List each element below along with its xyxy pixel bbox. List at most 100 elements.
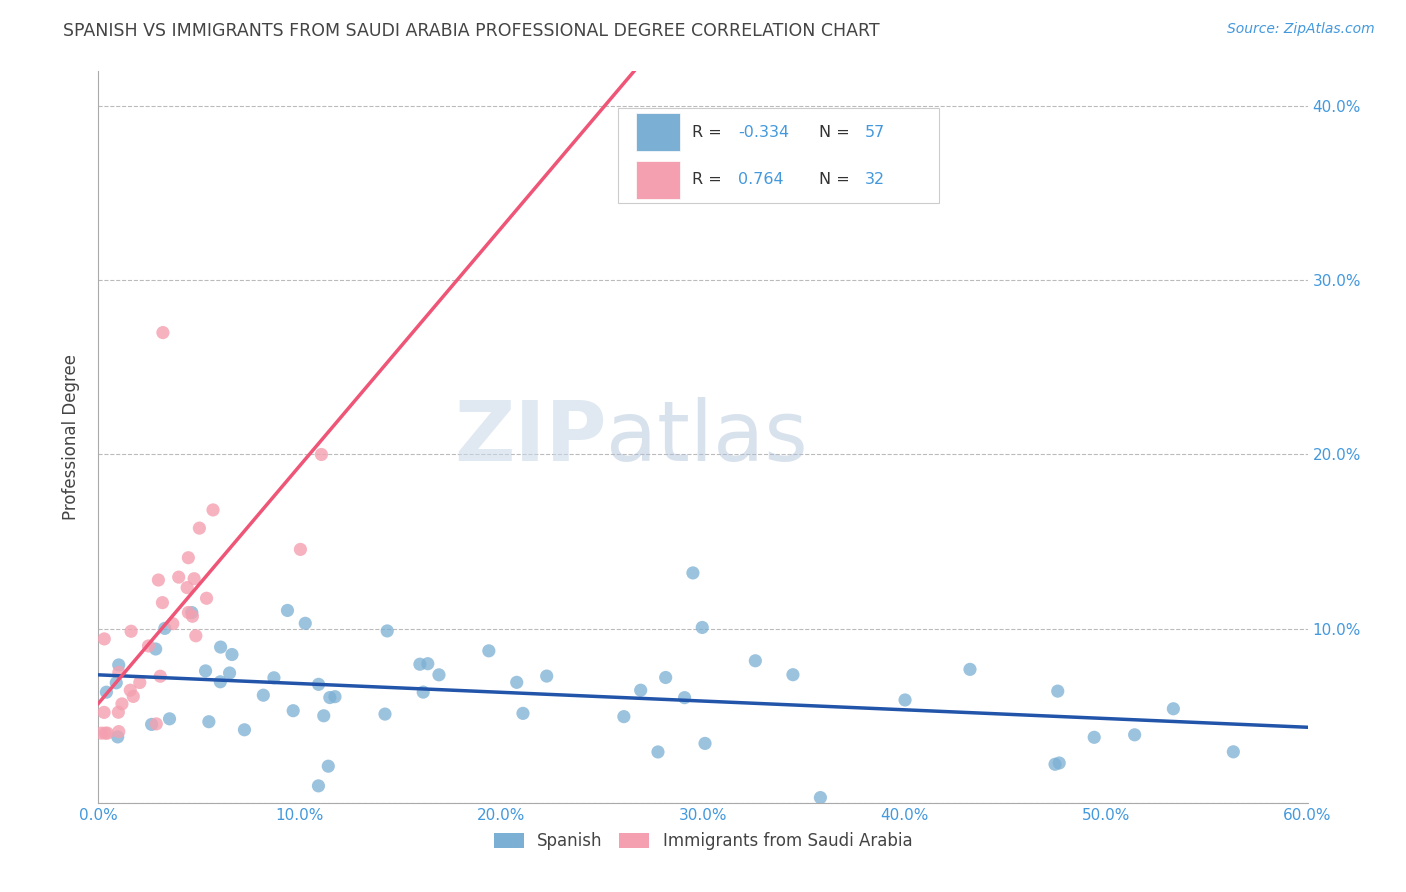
Point — [478, 644, 501, 658]
Point — [1222, 745, 1244, 759]
Point — [536, 669, 558, 683]
Point — [122, 690, 145, 704]
Point — [290, 542, 312, 557]
Point — [276, 603, 298, 617]
Point — [152, 326, 174, 340]
Point — [159, 712, 181, 726]
Text: Source: ZipAtlas.com: Source: ZipAtlas.com — [1227, 22, 1375, 37]
Point — [153, 621, 176, 635]
Point — [1047, 756, 1070, 770]
Point — [209, 674, 232, 689]
Point — [894, 693, 917, 707]
Text: SPANISH VS IMMIGRANTS FROM SAUDI ARABIA PROFESSIONAL DEGREE CORRELATION CHART: SPANISH VS IMMIGRANTS FROM SAUDI ARABIA … — [63, 22, 880, 40]
Point — [1163, 702, 1185, 716]
Point — [218, 665, 240, 680]
Text: ZIP: ZIP — [454, 397, 606, 477]
Point — [141, 717, 163, 731]
Text: 0.764: 0.764 — [738, 172, 783, 187]
Point — [209, 640, 232, 654]
Point — [181, 609, 204, 624]
Point — [96, 685, 118, 699]
FancyBboxPatch shape — [619, 108, 939, 203]
Point — [1046, 684, 1069, 698]
Point — [1123, 728, 1146, 742]
Point — [149, 669, 172, 683]
Point — [647, 745, 669, 759]
Text: R =: R = — [692, 172, 733, 187]
Point — [183, 572, 205, 586]
Point — [111, 697, 134, 711]
Point — [294, 616, 316, 631]
FancyBboxPatch shape — [637, 161, 681, 199]
Point — [409, 657, 432, 672]
Point — [613, 709, 636, 723]
Point — [782, 667, 804, 681]
Point — [693, 736, 716, 750]
Point — [202, 503, 225, 517]
Point — [167, 570, 190, 584]
FancyBboxPatch shape — [637, 113, 681, 151]
Text: atlas: atlas — [606, 397, 808, 477]
Point — [312, 708, 335, 723]
Point — [188, 521, 211, 535]
Point — [145, 642, 167, 657]
Point — [90, 726, 112, 740]
Point — [152, 596, 174, 610]
Point — [416, 657, 439, 671]
Point — [198, 714, 221, 729]
Point — [1043, 757, 1066, 772]
Point — [108, 665, 131, 680]
Point — [194, 664, 217, 678]
Point — [319, 690, 342, 705]
Text: 57: 57 — [865, 125, 886, 139]
Point — [682, 566, 704, 580]
Text: R =: R = — [692, 125, 727, 139]
Point — [120, 624, 142, 639]
Point — [107, 657, 129, 672]
Point — [96, 726, 118, 740]
Point — [177, 550, 200, 565]
Point — [316, 759, 339, 773]
Point — [93, 632, 115, 646]
Point — [180, 606, 202, 620]
Point — [308, 677, 330, 691]
Point — [184, 629, 207, 643]
Point — [195, 591, 218, 606]
Point — [148, 573, 170, 587]
Point — [412, 685, 434, 699]
Point — [107, 724, 129, 739]
Point — [176, 581, 198, 595]
Point — [94, 726, 117, 740]
Point — [128, 675, 150, 690]
Legend: Spanish, Immigrants from Saudi Arabia: Spanish, Immigrants from Saudi Arabia — [486, 825, 920, 856]
Point — [506, 675, 529, 690]
Point — [959, 662, 981, 676]
Point — [1083, 731, 1105, 745]
Text: N =: N = — [820, 172, 855, 187]
Point — [233, 723, 256, 737]
Point — [93, 706, 115, 720]
Point — [654, 671, 676, 685]
Point — [630, 683, 652, 698]
Point — [138, 639, 160, 653]
Point — [690, 620, 713, 634]
Point — [120, 683, 142, 698]
Point — [252, 688, 274, 702]
Point — [162, 616, 184, 631]
Point — [177, 606, 200, 620]
Point — [744, 654, 766, 668]
Text: -0.334: -0.334 — [738, 125, 789, 139]
Y-axis label: Professional Degree: Professional Degree — [62, 354, 80, 520]
Point — [221, 648, 243, 662]
Point — [808, 790, 831, 805]
Point — [311, 448, 333, 462]
Point — [673, 690, 696, 705]
Point — [283, 704, 305, 718]
Point — [374, 707, 396, 722]
Point — [323, 690, 346, 704]
Point — [512, 706, 534, 721]
Point — [427, 668, 450, 682]
Point — [105, 676, 128, 690]
Text: 32: 32 — [865, 172, 886, 187]
Point — [308, 779, 330, 793]
